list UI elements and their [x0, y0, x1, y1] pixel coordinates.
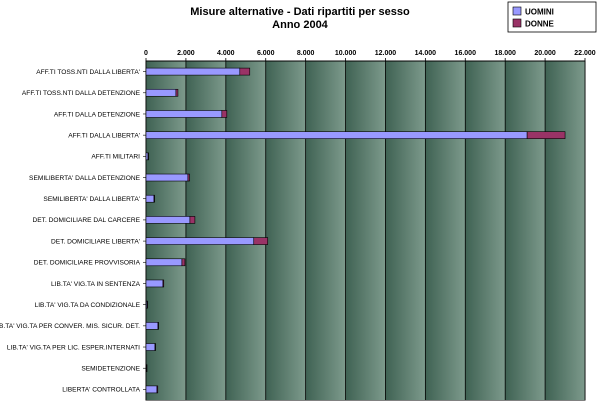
bar-uomini [145, 88, 177, 97]
x-tick-label: 18.000 [494, 50, 516, 57]
bar-donne [157, 322, 159, 330]
plot-band [305, 61, 346, 400]
bar-uomini [145, 110, 223, 118]
bar-donne [526, 131, 566, 139]
x-tick-label: 16.000 [455, 50, 477, 57]
category-label: LIB.TA' VIG.TA PER CONVER. MIS. SICUR. D… [0, 323, 140, 330]
bar-uomini [145, 216, 191, 224]
legend-label: DONNE [525, 20, 555, 29]
x-tick-label: 12.000 [375, 50, 397, 57]
bar-donne [154, 343, 156, 351]
x-tick-label: 6.000 [257, 50, 275, 57]
plot-band [265, 61, 306, 400]
bar-uomini [145, 279, 164, 288]
bar-donne [187, 173, 190, 182]
bar-uomini [145, 343, 156, 351]
category-label: SEMILIBERTA' DALLA DETENZIONE [29, 175, 141, 182]
chart-subtitle: Anno 2004 [272, 19, 329, 31]
bar-donne [153, 194, 155, 203]
bar-uomini [145, 173, 189, 182]
x-tick-label: 10.000 [335, 50, 357, 57]
bar-donne [253, 237, 269, 245]
category-label: DET. DOMICILIARE PROVVISORIA [34, 260, 141, 267]
x-tick-label: 8.000 [297, 50, 315, 57]
bar-uomini [145, 385, 158, 394]
legend-swatch [512, 6, 522, 16]
category-label: AFF.TI TOSS.NTI DALLA DETENZIONE [22, 90, 141, 97]
plot-band [505, 61, 546, 400]
plot-band [425, 61, 466, 400]
bar-donne [175, 88, 179, 97]
x-tick-label: 14.000 [415, 50, 437, 57]
category-label: AFF.TI TOSS.NTI DALLA LIBERTA' [36, 69, 140, 76]
bar-uomini [145, 322, 159, 330]
legend-swatch [512, 18, 522, 28]
bar-donne [181, 258, 186, 267]
category-label: SEMIDETENZIONE [81, 366, 140, 373]
x-tick-label: 22.000 [574, 50, 596, 57]
category-label: LIB.TA' VIG.TA IN SENTENZA [51, 281, 141, 288]
chart-title: Misure alternative - Dati ripartiti per … [190, 6, 410, 18]
category-label: LIBERTA' CONTROLLATA [62, 387, 140, 394]
bar-donne [146, 364, 148, 373]
plot-band [385, 61, 426, 400]
plot-band [545, 61, 585, 400]
bar-donne [239, 67, 251, 76]
bar-donne [146, 300, 148, 309]
legend-box [507, 1, 597, 33]
category-label: AFF.TI DALLA LIBERTA' [68, 132, 140, 139]
bar-uomini [145, 67, 241, 76]
x-tick-label: 4.000 [217, 50, 235, 57]
category-label: DET. DOMICILIARE LIBERTA' [51, 238, 140, 245]
bar-uomini [145, 194, 155, 203]
legend: UOMINI DONNE [507, 1, 597, 33]
bar-uomini [145, 237, 255, 245]
bar-uomini [145, 258, 183, 267]
category-label: LIB.TA' VIG.TA PER LIC. ESPER.INTERNATI [7, 344, 140, 351]
bar-donne [156, 385, 159, 394]
bar-uomini [145, 131, 528, 139]
plot-band [345, 61, 386, 400]
bar-donne [221, 110, 228, 118]
x-tick-label: 20.000 [534, 50, 556, 57]
bar-donne [162, 279, 165, 288]
category-label: AFF.TI MILITARI [91, 154, 140, 161]
plot-band [465, 61, 506, 400]
category-label: DET. DOMICILIARE DAL CARCERE [33, 217, 141, 224]
legend-label: UOMINI [525, 8, 554, 17]
x-tick-label: 0 [144, 50, 148, 57]
plot-band [225, 61, 266, 400]
bar-donne [189, 216, 196, 224]
x-tick-label: 2.000 [177, 50, 195, 57]
category-label: SEMILIBERTA' DALLA LIBERTA' [43, 196, 140, 203]
category-label: AFF.TI DALLA DETENZIONE [54, 111, 141, 118]
bar-donne [147, 152, 149, 161]
category-label: LIB.TA' VIG.TA DA CONDIZIONALE [35, 302, 141, 309]
